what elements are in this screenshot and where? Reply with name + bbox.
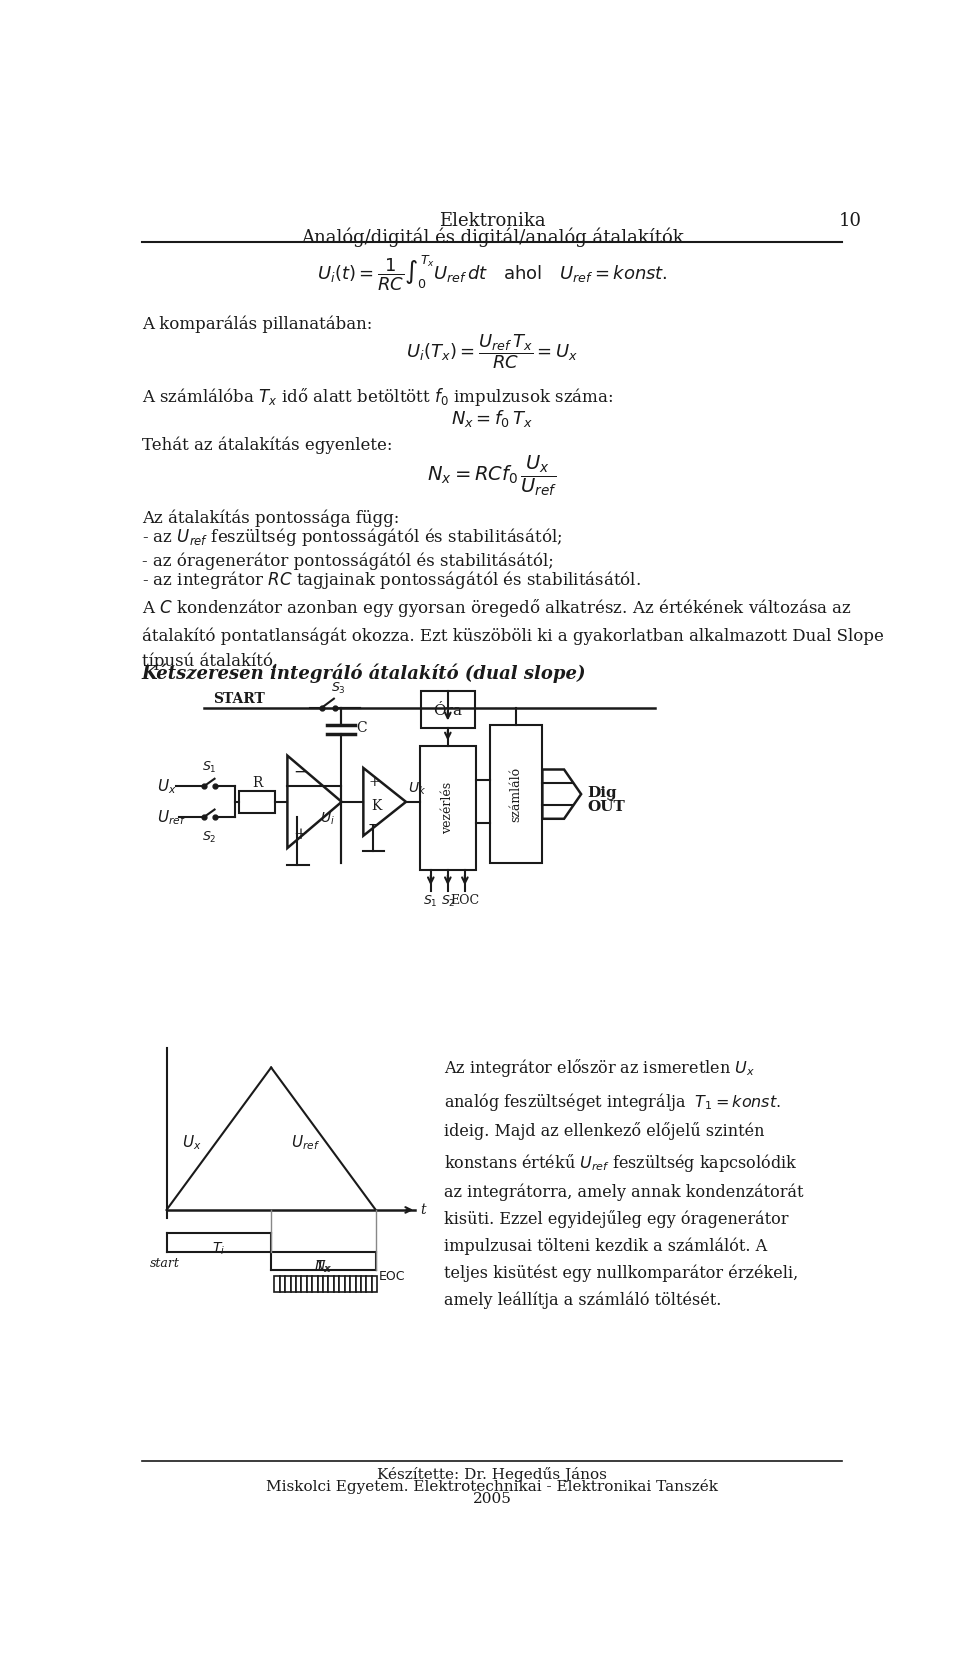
Text: start: start xyxy=(150,1256,180,1269)
Bar xyxy=(420,746,476,870)
Text: $U_k$: $U_k$ xyxy=(408,781,425,797)
Text: A számlálóba $T_x$ idő alatt betöltött $f_0$ impulzusok száma:: A számlálóba $T_x$ idő alatt betöltött $… xyxy=(142,386,613,408)
Text: Miskolci Egyetem. Elektrotechnikai - Elektronikai Tanszék: Miskolci Egyetem. Elektrotechnikai - Ele… xyxy=(266,1479,718,1494)
Bar xyxy=(307,1276,312,1291)
Text: - az integrátor $RC$ tagjainak pontosságától és stabilitásától.: - az integrátor $RC$ tagjainak pontosság… xyxy=(142,569,640,592)
Bar xyxy=(420,691,475,728)
Text: $T_x$: $T_x$ xyxy=(315,1259,331,1275)
Text: Óra: Óra xyxy=(433,704,463,718)
Text: R: R xyxy=(252,775,262,790)
Text: Elektronika: Elektronika xyxy=(439,211,545,230)
Text: $U_i$: $U_i$ xyxy=(320,812,335,827)
Text: EOC: EOC xyxy=(450,894,479,907)
Bar xyxy=(328,1276,334,1291)
Text: számláló: számláló xyxy=(510,766,522,822)
Text: $S_2$: $S_2$ xyxy=(441,894,455,909)
Bar xyxy=(279,1276,285,1291)
Text: Az átalakítás pontossága függ:: Az átalakítás pontossága függ: xyxy=(142,510,399,527)
Bar xyxy=(339,1276,345,1291)
Text: Kétszeresen integráló átalakító (dual slope): Kétszeresen integráló átalakító (dual sl… xyxy=(142,662,587,683)
Text: - az $U_{ref}$ feszültség pontosságától és stabilitásától;: - az $U_{ref}$ feszültség pontosságától … xyxy=(142,527,562,548)
Bar xyxy=(318,1276,324,1291)
Text: $U_{ref}$: $U_{ref}$ xyxy=(157,808,186,827)
Bar xyxy=(301,1276,307,1291)
Bar xyxy=(291,1276,296,1291)
Text: $U_x$: $U_x$ xyxy=(157,776,177,797)
Bar xyxy=(372,1276,377,1291)
Text: −: − xyxy=(368,818,379,832)
Text: 2005: 2005 xyxy=(472,1493,512,1506)
Text: EOC: EOC xyxy=(379,1269,405,1283)
Text: Az integrátor először az ismeretlen $U_x$
analóg feszültséget integrálja  $T_1 =: Az integrátor először az ismeretlen $U_x… xyxy=(444,1058,804,1310)
Bar xyxy=(275,1276,279,1291)
Text: Dig: Dig xyxy=(588,787,617,800)
Text: $S_3$: $S_3$ xyxy=(331,681,346,696)
Bar xyxy=(285,1276,291,1291)
Text: K: K xyxy=(372,798,381,813)
Text: +: + xyxy=(368,775,379,788)
Text: $T_i$: $T_i$ xyxy=(212,1241,225,1258)
Bar xyxy=(239,792,275,813)
Text: 10: 10 xyxy=(839,211,862,230)
Text: Készítette: Dr. Hegedűs János: Készítette: Dr. Hegedűs János xyxy=(377,1467,607,1482)
Text: $S_2$: $S_2$ xyxy=(203,830,217,845)
Text: t: t xyxy=(420,1202,426,1218)
Text: Analóg/digitál és digitál/analóg átalakítók: Analóg/digitál és digitál/analóg átalakí… xyxy=(300,228,684,247)
Text: $N_x = RCf_0\,\dfrac{U_x}{U_{ref}}$: $N_x = RCf_0\,\dfrac{U_x}{U_{ref}}$ xyxy=(427,454,557,498)
Text: $S_1$: $S_1$ xyxy=(423,894,438,909)
Text: - az óragenerátor pontosságától és stabilitásától;: - az óragenerátor pontosságától és stabi… xyxy=(142,552,554,570)
Bar xyxy=(490,724,542,864)
Bar xyxy=(355,1276,361,1291)
Bar xyxy=(324,1276,328,1291)
Text: $S_1$: $S_1$ xyxy=(203,760,217,775)
Text: +: + xyxy=(293,825,306,842)
Bar xyxy=(345,1276,350,1291)
Text: $N_x$: $N_x$ xyxy=(314,1258,332,1275)
Text: $N_x = f_0\,T_x$: $N_x = f_0\,T_x$ xyxy=(451,408,533,429)
Text: Tehát az átalakítás egyenlete:: Tehát az átalakítás egyenlete: xyxy=(142,438,393,454)
Text: vezérlés: vezérlés xyxy=(442,781,454,833)
Text: OUT: OUT xyxy=(588,800,625,815)
Text: START: START xyxy=(213,693,265,706)
Text: $U_i(T_x) = \dfrac{U_{ref}\,T_x}{RC} = U_x$: $U_i(T_x) = \dfrac{U_{ref}\,T_x}{RC} = U… xyxy=(406,332,578,371)
Bar xyxy=(312,1276,318,1291)
Text: C: C xyxy=(356,721,367,735)
Text: A $C$ kondenzátor azonban egy gyorsan öregedő alkatrész. Az értékének változása : A $C$ kondenzátor azonban egy gyorsan ör… xyxy=(142,597,883,671)
Bar xyxy=(367,1276,372,1291)
Text: $U_i(t) = \dfrac{1}{RC}\int_0^{T_x} U_{ref}\,dt\quad\mathrm{ahol}\quad U_{ref} =: $U_i(t) = \dfrac{1}{RC}\int_0^{T_x} U_{r… xyxy=(317,253,667,293)
Bar xyxy=(361,1276,367,1291)
Text: −: − xyxy=(293,765,306,781)
Text: $U_{ref}$: $U_{ref}$ xyxy=(292,1134,321,1152)
Bar xyxy=(334,1276,339,1291)
Text: A komparálás pillanatában:: A komparálás pillanatában: xyxy=(142,315,372,332)
Bar xyxy=(296,1276,301,1291)
Bar xyxy=(350,1276,355,1291)
Text: $U_x$: $U_x$ xyxy=(181,1134,201,1152)
